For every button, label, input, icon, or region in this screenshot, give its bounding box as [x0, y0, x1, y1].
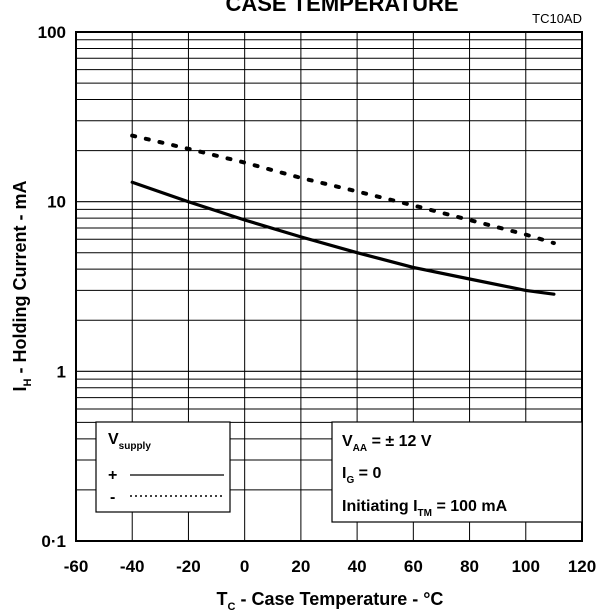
y-tick-label: 100 [38, 23, 66, 42]
x-tick-label: 0 [240, 557, 249, 576]
x-tick-label: 100 [512, 557, 540, 576]
legend-label-plus: + [108, 467, 117, 484]
x-tick-label: 60 [404, 557, 423, 576]
condition-vaa: VAA = ± 12 V [342, 433, 432, 454]
chart-title: CASE TEMPERATURE [225, 0, 458, 16]
x-axis-label: TC - Case Temperature - °C [217, 589, 444, 613]
legend-label-minus: - [110, 489, 115, 506]
x-tick-labels: -60 -40 -20 0 20 40 60 80 100 120 [64, 557, 596, 576]
x-tick-label: 20 [291, 557, 310, 576]
plot-frame [75, 31, 583, 542]
conditions-box [331, 421, 583, 523]
y-axis-label: IH - Holding Current - mA [10, 181, 34, 392]
x-tick-label: 80 [460, 557, 479, 576]
series-minus-line [130, 133, 556, 246]
x-tick-label: -40 [120, 557, 145, 576]
y-tick-label: 10 [47, 193, 66, 212]
series-plus-line [130, 180, 556, 296]
x-tick-label: -60 [64, 557, 89, 576]
x-tick-label: 40 [348, 557, 367, 576]
figure-code: TC10AD [532, 11, 582, 26]
x-tick-label: -20 [176, 557, 201, 576]
y-tick-label: 1 [57, 362, 66, 381]
condition-ig: IG = 0 [342, 465, 381, 486]
legend-title: Vsupply [108, 431, 151, 452]
y-tick-labels: 0·1 1 10 100 [38, 23, 66, 551]
y-tick-label: 0·1 [41, 532, 66, 551]
x-tick-label: 120 [568, 557, 596, 576]
legend-box [95, 421, 231, 513]
condition-itm: Initiating ITM = 100 mA [342, 498, 508, 519]
series-group [130, 133, 556, 296]
